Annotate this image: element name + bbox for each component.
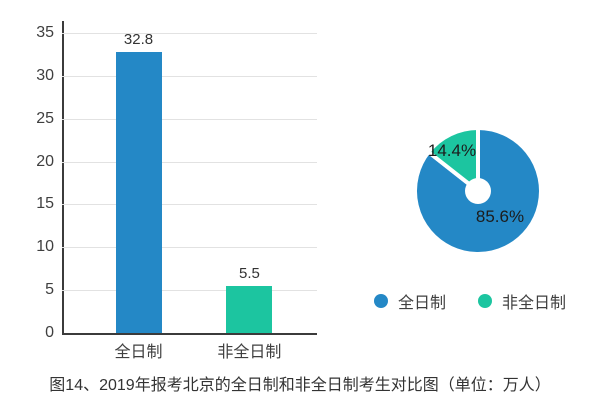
x-tick-label-fulltime: 全日制 (114, 344, 163, 361)
bar-parttime (226, 285, 273, 333)
gridline-y-10 (62, 247, 317, 249)
gridline-y-5 (62, 290, 317, 292)
gridline-y-25 (62, 118, 317, 120)
y-tick-label-25: 25 (36, 109, 54, 127)
y-axis-line (62, 21, 64, 335)
gridline-y-30 (62, 75, 317, 77)
y-tick-label-5: 5 (45, 281, 54, 299)
legend-swatch-parttime-icon (478, 294, 492, 308)
gridline-y-35 (62, 33, 317, 34)
bar-value-label-fulltime: 32.8 (123, 30, 154, 48)
legend-label-parttime: 非全日制 (502, 295, 567, 312)
y-tick-label-0: 0 (45, 324, 54, 341)
y-tick-label-15: 15 (36, 195, 54, 213)
gridline-y-20 (62, 161, 317, 163)
gridline-y-15 (62, 204, 317, 206)
chart-legend: 全日制 非全日制 (340, 290, 600, 312)
x-tick-label-parttime: 非全日制 (217, 344, 282, 361)
pie-value-label-parttime: 14.4% (428, 141, 476, 160)
donut-hole (465, 178, 491, 204)
figure-caption: 图14、2019年报考北京的全日制和非全日制考生对比图（单位：万人） (49, 377, 551, 394)
y-tick-label-35: 35 (36, 24, 54, 41)
y-tick-label-30: 30 (36, 66, 54, 84)
bar-fulltime (115, 51, 162, 333)
y-tick-label-20: 20 (36, 152, 54, 170)
legend-item-fulltime: 全日制 (373, 289, 446, 313)
legend-swatch-fulltime-icon (373, 294, 388, 308)
legend-item-parttime: 非全日制 (478, 289, 566, 313)
pie-value-label-fulltime: 85.6% (476, 207, 524, 226)
bar-plot-area: 32.8 5.5 (62, 30, 317, 335)
legend-label-fulltime: 全日制 (397, 295, 446, 312)
pie-chart: 85.6% 14.4% (413, 125, 543, 256)
bar-value-label-parttime: 5.5 (238, 264, 260, 282)
bar-group-parttime: 5.5 (226, 33, 273, 333)
y-tick-label-10: 10 (36, 238, 54, 256)
bar-group-fulltime: 32.8 (115, 30, 162, 333)
pie-slice-parttime (425, 125, 480, 196)
